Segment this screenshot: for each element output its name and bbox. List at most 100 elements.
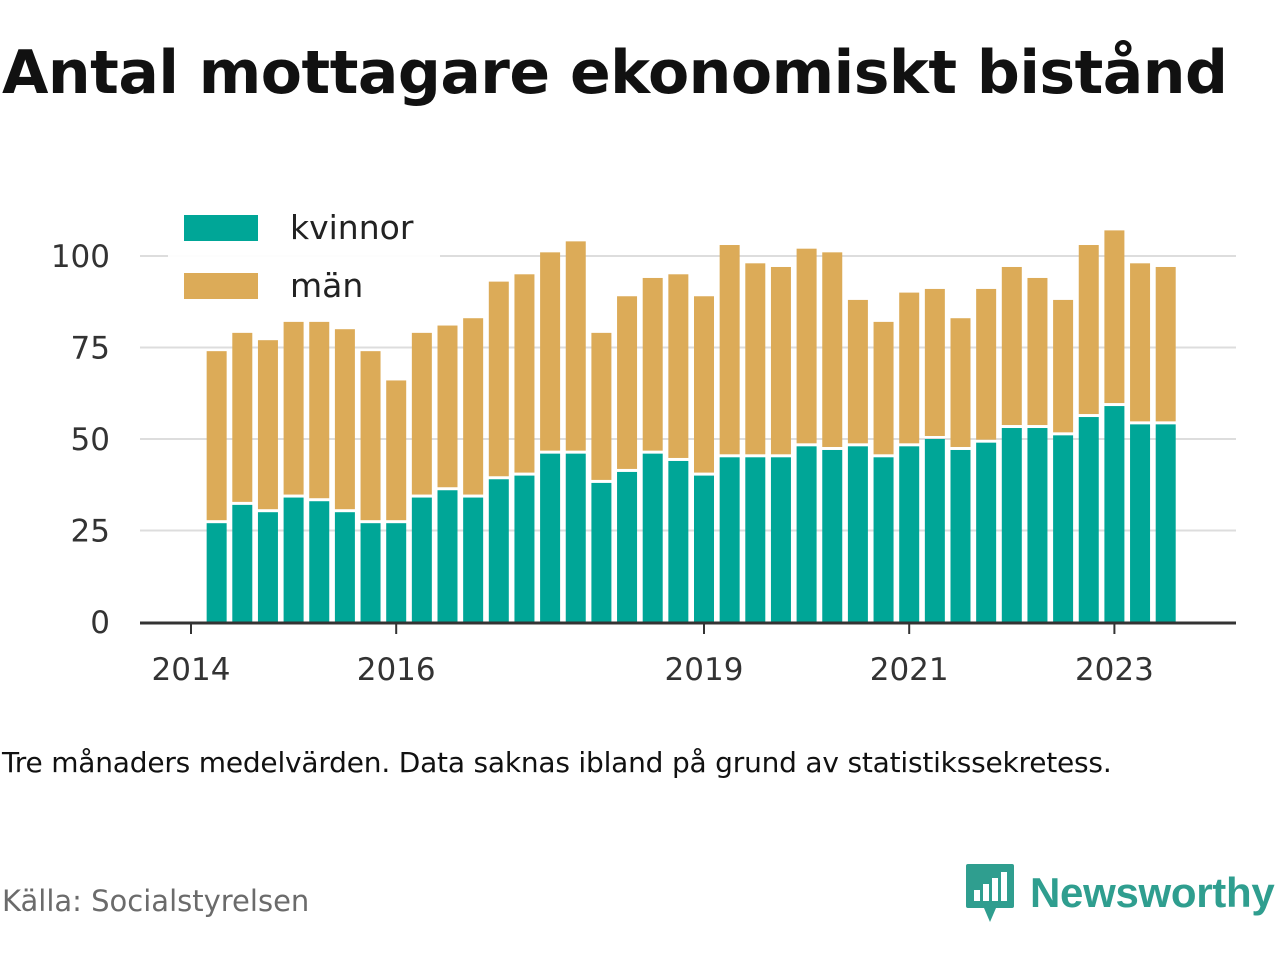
- bar-kvinnor: [770, 457, 791, 622]
- bar-man: [488, 281, 509, 477]
- bar-man: [1078, 245, 1099, 415]
- bar-man: [334, 329, 355, 510]
- x-tick-label: 2023: [1075, 652, 1154, 688]
- bar-kvinnor: [591, 482, 612, 622]
- bar-man: [514, 274, 535, 473]
- legend-swatch: [184, 273, 258, 299]
- bar-kvinnor: [488, 479, 509, 622]
- bar-man: [719, 245, 740, 455]
- bar-man: [360, 351, 381, 521]
- bar-man: [206, 351, 227, 521]
- bar-man: [1001, 266, 1022, 426]
- bar-kvinnor: [540, 453, 561, 622]
- bar-man: [950, 318, 971, 447]
- bar-man: [873, 321, 894, 455]
- bar-man: [411, 332, 432, 495]
- bar-kvinnor: [1078, 417, 1099, 622]
- bar-man: [1155, 266, 1176, 422]
- bar-man: [617, 296, 638, 469]
- bar-kvinnor: [463, 497, 484, 622]
- bar-man: [257, 340, 278, 510]
- legend: kvinnor män: [168, 200, 440, 316]
- bar-kvinnor: [437, 490, 458, 622]
- bar-kvinnor: [976, 442, 997, 622]
- legend-label: kvinnor: [290, 208, 414, 247]
- bar-man: [745, 263, 766, 455]
- bar-kvinnor: [796, 446, 817, 622]
- y-tick-label: 100: [51, 239, 110, 275]
- axes: 0 25 50 75 100 2014 2016 2019 2021 2023: [51, 239, 1236, 688]
- bar-man: [822, 252, 843, 447]
- bar-kvinnor: [360, 523, 381, 622]
- bar-kvinnor: [873, 457, 894, 622]
- bar-kvinnor: [822, 449, 843, 622]
- bar-man: [232, 332, 253, 502]
- bar-man: [540, 252, 561, 451]
- bar-kvinnor: [847, 446, 868, 622]
- bar-kvinnor: [899, 446, 920, 622]
- brand-logo[interactable]: Newsworthy: [964, 862, 1275, 924]
- bar-kvinnor: [745, 457, 766, 622]
- x-tick-label: 2021: [870, 652, 949, 688]
- bar-man: [1027, 277, 1048, 426]
- bar-kvinnor: [309, 501, 330, 622]
- bar-man: [899, 292, 920, 444]
- bar-kvinnor: [1053, 435, 1074, 622]
- bar-man: [283, 321, 304, 495]
- bar-kvinnor: [1001, 428, 1022, 622]
- bar-kvinnor: [1027, 428, 1048, 622]
- y-tick-label: 75: [71, 331, 110, 367]
- bar-kvinnor: [334, 512, 355, 622]
- x-tick-label: 2016: [357, 652, 436, 688]
- bar-kvinnor: [668, 460, 689, 622]
- bar-man: [847, 299, 868, 444]
- source-text: Källa: Socialstyrelsen: [2, 884, 310, 918]
- bars: [206, 230, 1176, 622]
- bar-kvinnor: [232, 504, 253, 622]
- bar-kvinnor: [514, 475, 535, 622]
- bar-kvinnor: [1155, 424, 1176, 622]
- y-tick-label: 25: [71, 514, 110, 550]
- bar-kvinnor: [411, 497, 432, 622]
- bar-kvinnor: [1104, 406, 1125, 622]
- y-tick-label: 50: [71, 422, 110, 458]
- bar-kvinnor: [924, 439, 945, 622]
- bar-kvinnor: [565, 453, 586, 622]
- bar-man: [1104, 230, 1125, 404]
- legend-swatch: [184, 215, 258, 241]
- y-tick-label: 0: [90, 605, 110, 641]
- legend-label: män: [290, 266, 363, 305]
- chart-note: Tre månaders medelvärden. Data saknas ib…: [2, 746, 1112, 779]
- bar-kvinnor: [283, 497, 304, 622]
- bar-kvinnor: [257, 512, 278, 622]
- bar-kvinnor: [950, 449, 971, 622]
- bar-kvinnor: [206, 523, 227, 622]
- bar-kvinnor: [386, 523, 407, 622]
- newsworthy-chart-bubble-icon: [966, 864, 1014, 922]
- bar-kvinnor: [719, 457, 740, 622]
- bar-man: [1053, 299, 1074, 433]
- bar-man: [437, 325, 458, 488]
- bar-man: [309, 321, 330, 499]
- bar-man: [924, 288, 945, 436]
- brand-name: Newsworthy: [1030, 869, 1275, 916]
- bar-man: [591, 332, 612, 480]
- bar-man: [386, 380, 407, 521]
- bar-man: [463, 318, 484, 495]
- bar-man: [642, 277, 663, 451]
- bar-man: [770, 266, 791, 455]
- bar-man: [694, 296, 714, 473]
- bar-man: [796, 248, 817, 444]
- bar-kvinnor: [642, 453, 663, 622]
- bar-kvinnor: [617, 471, 638, 622]
- bar-kvinnor: [694, 475, 714, 622]
- chart-title: Antal mottagare ekonomiskt bistånd: [2, 38, 1228, 108]
- bar-man: [565, 241, 586, 451]
- bar-kvinnor: [1130, 424, 1151, 622]
- bar-man: [1130, 263, 1151, 422]
- bar-man: [976, 288, 997, 440]
- x-tick-label: 2019: [665, 652, 744, 688]
- stacked-bar-chart: 0 25 50 75 100 2014 2016 2019 2021 2023 kvinnor mä…: [50, 200, 1236, 688]
- bar-man: [668, 274, 689, 458]
- x-tick-label: 2014: [152, 652, 231, 688]
